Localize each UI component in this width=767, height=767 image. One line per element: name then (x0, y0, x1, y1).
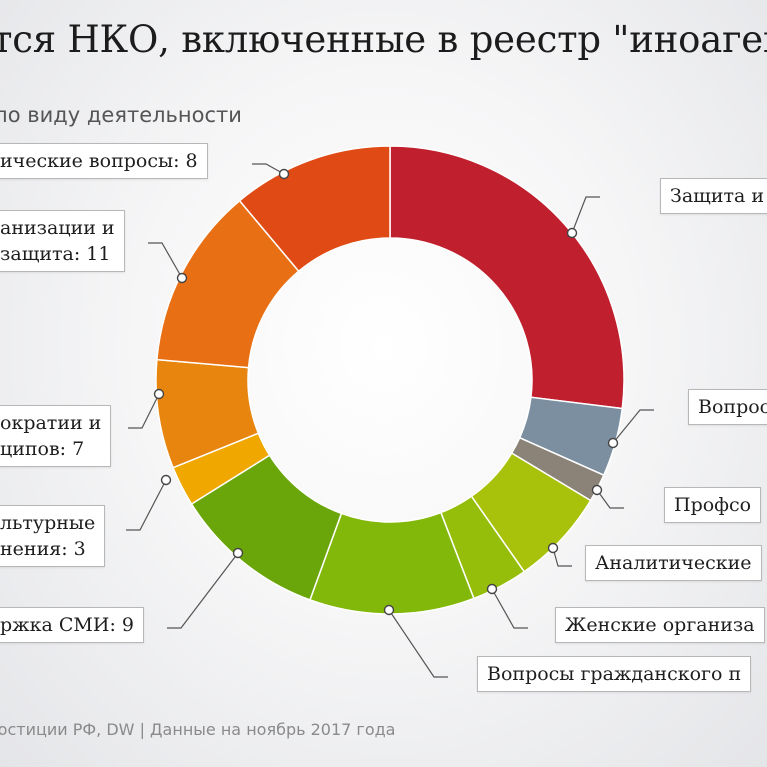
slice-label: Аналитические (585, 545, 762, 581)
slice-label: Вопросы гражданского п (477, 656, 752, 692)
leader-line (148, 242, 183, 279)
slice-label-line: анизации и (0, 217, 115, 239)
leader-dot (591, 484, 603, 496)
slice-label-line: ократии и (0, 412, 102, 434)
slice-label-line: ципов: 7 (0, 438, 85, 460)
slice-label: Вопрос (688, 389, 767, 425)
leader-dot (153, 388, 165, 400)
slice-label-line: Защита и (670, 185, 765, 207)
slice-label: льтурные нения: 3 (0, 505, 106, 567)
leader-line (126, 479, 167, 531)
leader-dot (278, 168, 290, 180)
donut-slice (389, 145, 625, 410)
chart-title: тся НКО, включенные в реестр "иноаген (0, 18, 767, 61)
slice-label: ические вопросы: 8 (0, 143, 208, 179)
leader-line (128, 393, 160, 429)
slice-label-line: Вопросы гражданского п (487, 663, 742, 685)
leader-line (552, 547, 572, 567)
slice-label-line: Профсо (674, 494, 752, 516)
leader-dot (160, 474, 172, 486)
slice-label-line: Вопрос (698, 396, 767, 418)
leader-dot (176, 272, 188, 284)
slice-label-line: нения: 3 (0, 538, 86, 560)
slice-label-line: льтурные (0, 512, 96, 534)
leader-line (612, 409, 654, 444)
source-note: юстиции РФ, DW | Данные на ноябрь 2017 г… (0, 720, 396, 739)
slice-label: анизации и защита: 11 (0, 210, 125, 272)
slice-label-line: Женские организа (565, 614, 755, 636)
leader-dot (607, 437, 619, 449)
slice-label: Женские организа (555, 607, 765, 643)
leader-line (388, 609, 448, 678)
leader-line (491, 588, 528, 629)
slice-label: Профсо (664, 487, 762, 523)
slice-label: ократии и ципов: 7 (0, 405, 112, 467)
leader-line (252, 163, 285, 175)
chart-subtitle: по виду деятельности (0, 103, 242, 127)
leader-line (167, 552, 239, 629)
leader-line (571, 196, 600, 234)
leader-dot (547, 542, 559, 554)
slice-label: ржка СМИ: 9 (0, 607, 144, 643)
slice-label-line: Аналитические (595, 552, 752, 574)
leader-line (596, 489, 624, 509)
leader-dot (232, 547, 244, 559)
slice-label: Защита и (660, 178, 767, 214)
leader-dot (486, 583, 498, 595)
leader-dot (566, 227, 578, 239)
slice-label-line: защита: 11 (0, 243, 111, 265)
slice-label-line: ржка СМИ: 9 (0, 614, 134, 636)
slice-label-line: ические вопросы: 8 (0, 150, 198, 172)
leader-dot (383, 604, 395, 616)
